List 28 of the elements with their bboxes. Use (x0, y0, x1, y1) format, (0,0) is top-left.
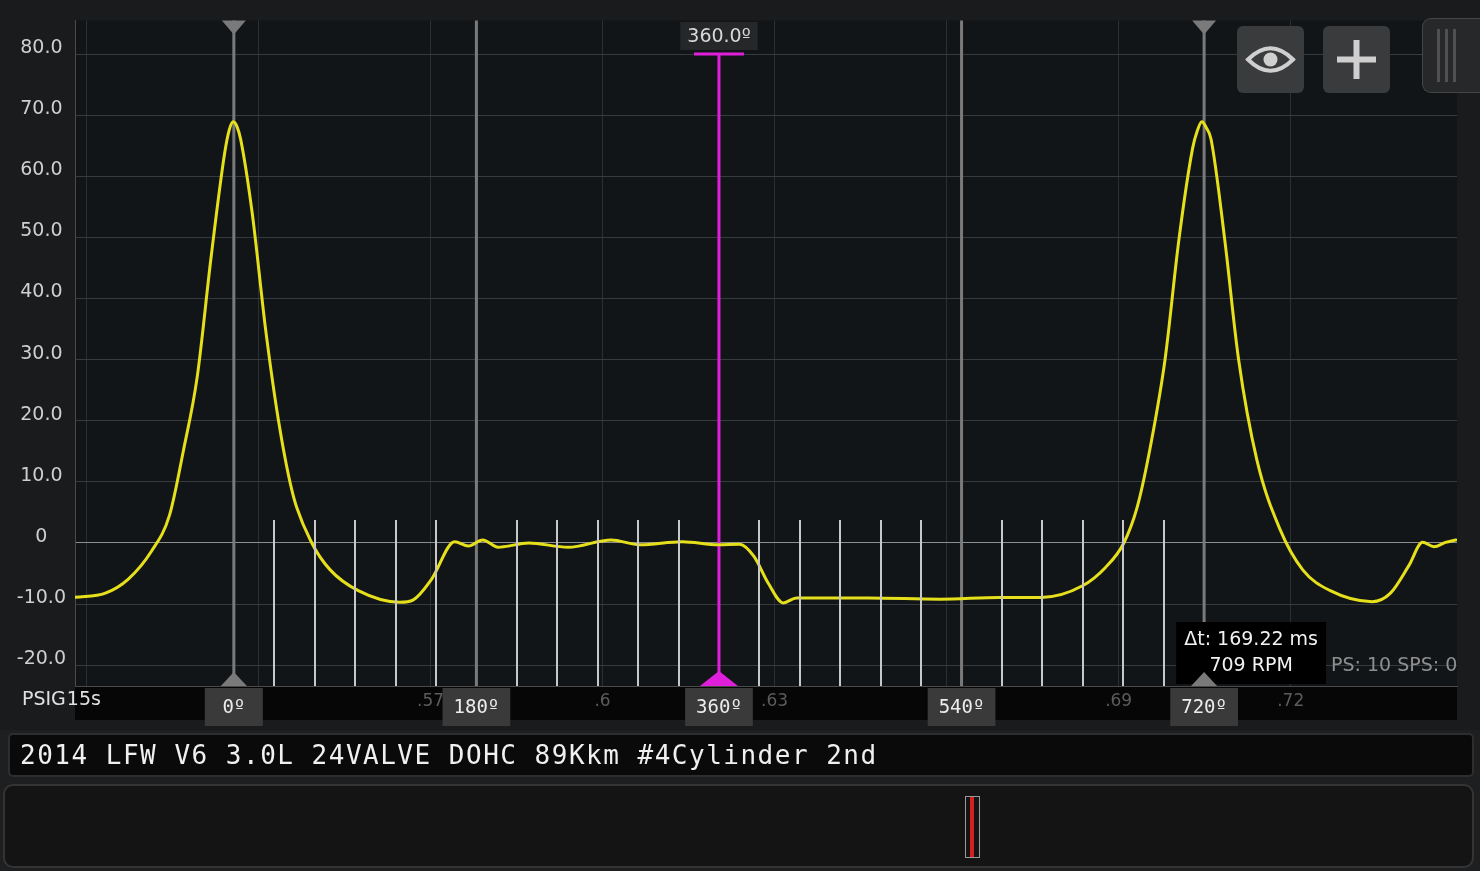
y-tick-label: 80.0 (20, 34, 63, 57)
y-tick-label: 60.0 (20, 157, 63, 180)
text: 2014 LFW V6 3.0L 24VALVE DOHC 89Kkm #4Cylinder 2nd (8, 733, 1474, 777)
y-tick-label: -10.0 (16, 585, 67, 608)
x-axis-title: 15s (66, 686, 101, 709)
x-tick-label: .57 (417, 689, 445, 710)
x-tick-label: .63 (761, 689, 789, 710)
x-tick-label: .6 (594, 689, 611, 710)
annotation: 360.0º (687, 23, 751, 46)
x-tick-label: .72 (1277, 689, 1305, 710)
y-tick-label: 50.0 (20, 218, 63, 241)
x-tick-label: .69 (1105, 689, 1133, 710)
annotation: Δt: 169.22 ms (1184, 626, 1319, 649)
annotation: 180º (453, 694, 500, 717)
y-tick-label: 30.0 (20, 340, 63, 363)
annotation: 540º (938, 694, 985, 717)
annotation: 709 RPM (1209, 652, 1293, 675)
annotation: 360º (696, 694, 742, 717)
y-tick-label: 20.0 (20, 401, 63, 424)
y-tick-label: 40.0 (20, 279, 63, 302)
y-tick-label: 70.0 (20, 96, 63, 119)
y-tick-label: 10.0 (20, 462, 63, 485)
y-axis-title: PSIG (22, 686, 66, 709)
annotation: 720º (1181, 694, 1227, 717)
annotation: 0º (222, 694, 246, 717)
y-tick-label: 0 (35, 523, 48, 546)
annotation: PS: 10 SPS: 0 (1331, 652, 1458, 675)
y-tick-label: -20.0 (16, 646, 67, 669)
